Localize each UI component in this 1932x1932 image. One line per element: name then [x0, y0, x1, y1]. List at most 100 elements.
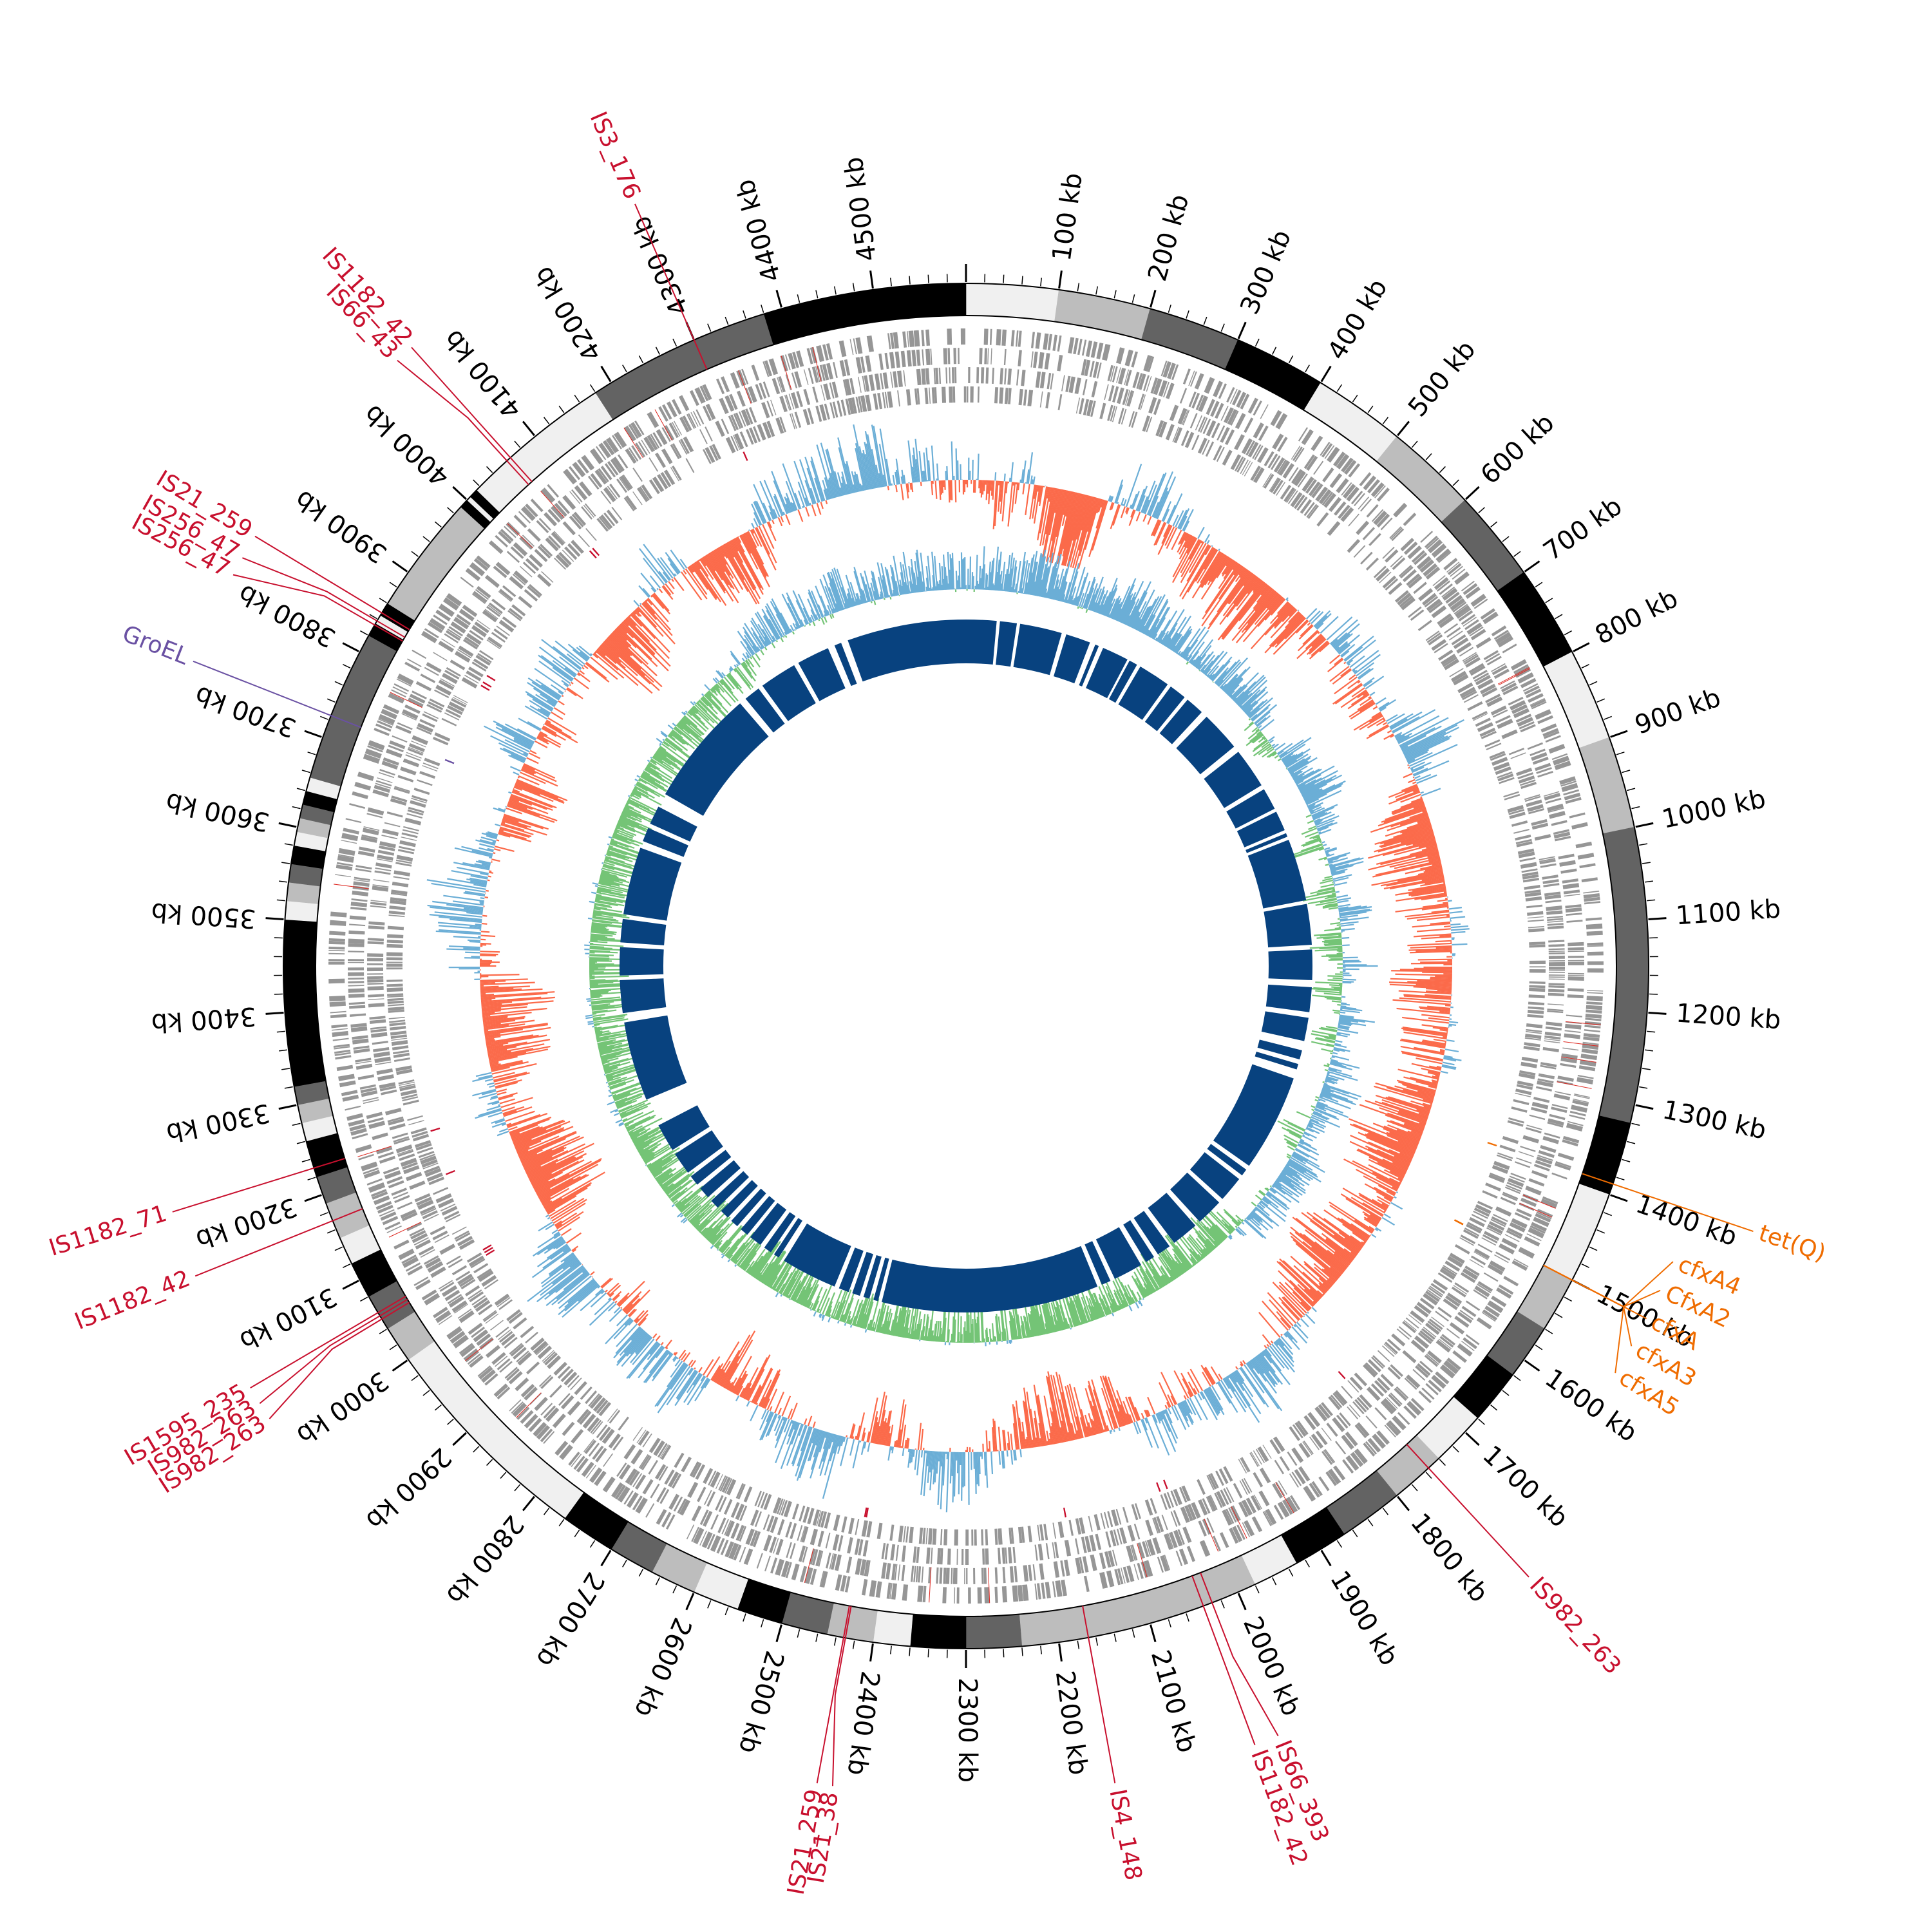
gene-feature: [1291, 469, 1303, 484]
gene-feature: [1566, 920, 1583, 923]
gene-feature: [1419, 1330, 1434, 1343]
gene-feature: [354, 876, 370, 881]
minor-tick: [343, 1263, 351, 1268]
gene-feature: [1091, 381, 1098, 398]
ideogram-band-63: [763, 283, 967, 345]
gc-content-bar: [958, 1452, 960, 1495]
minor-tick: [672, 1585, 677, 1594]
gene-feature: [1521, 868, 1538, 873]
gene-feature: [377, 1151, 394, 1159]
gene-feature: [530, 498, 544, 513]
gene-feature: [1332, 1417, 1345, 1432]
gene-feature: [519, 565, 533, 578]
gene-feature: [855, 1558, 862, 1575]
gene-feature: [1551, 820, 1567, 826]
gene-feature: [800, 1526, 806, 1542]
minor-tick: [1513, 1375, 1521, 1381]
gene-feature: [733, 413, 742, 430]
gc-content-bar: [1440, 1070, 1448, 1074]
gene-feature: [1525, 1186, 1542, 1196]
gene-feature: [1112, 406, 1117, 422]
gene-feature: [1124, 349, 1133, 366]
gene-feature: [476, 1333, 491, 1346]
minor-tick: [707, 323, 712, 332]
gene-feature: [1509, 1175, 1525, 1183]
gene-feature: [641, 439, 650, 454]
gc-content-bar: [1343, 661, 1347, 665]
gene-feature: [992, 367, 995, 384]
gene-feature: [1586, 1009, 1602, 1014]
gene-feature: [1298, 1466, 1311, 1482]
gene-feature: [346, 1113, 363, 1121]
gene-feature: [1137, 1562, 1144, 1579]
gene-feature: [1503, 791, 1519, 798]
minor-tick: [1271, 1577, 1277, 1586]
gc-content-bar: [480, 942, 491, 945]
gene-feature: [1435, 1371, 1450, 1385]
gene-feature: [427, 621, 443, 634]
gene-feature: [438, 603, 455, 617]
gene-feature: [1423, 563, 1438, 577]
gene-feature: [1217, 425, 1226, 441]
gene-feature: [1012, 1585, 1019, 1602]
gene-feature: [842, 379, 848, 396]
gene-feature: [1490, 705, 1507, 715]
gene-feature: [1132, 372, 1140, 388]
gene-feature: [563, 468, 578, 485]
gene-feature: [1531, 822, 1549, 830]
gene-feature: [915, 1566, 919, 1583]
gene-feature: [1418, 1390, 1432, 1403]
gene-feature: [889, 352, 895, 369]
gene-feature: [567, 1401, 581, 1416]
gene-feature: [396, 678, 412, 687]
gc-content-bar: [1343, 636, 1374, 661]
gene-feature: [1530, 697, 1545, 706]
gene-feature: [468, 1322, 483, 1335]
gc-content-bar: [1369, 691, 1376, 696]
gene-feature: [1273, 1504, 1284, 1520]
gene-feature: [1527, 742, 1543, 750]
gene-feature: [366, 1178, 383, 1186]
gene-feature: [459, 1343, 473, 1355]
gene-feature: [370, 900, 387, 903]
major-tick: [304, 1194, 322, 1202]
gene-feature: [1090, 1554, 1097, 1571]
gene-feature: [1495, 766, 1511, 775]
gc-content-bar: [1123, 499, 1127, 507]
gene-feature: [1567, 956, 1584, 958]
gene-feature: [399, 840, 416, 848]
gene-feature: [1546, 905, 1562, 911]
gene-feature: [562, 521, 576, 536]
gene-feature: [1213, 1535, 1221, 1551]
tick-label-3400kb: 3400 kb: [150, 1001, 257, 1037]
gene-feature: [1165, 424, 1175, 440]
gc-content-bar: [480, 999, 492, 1001]
ideogram-band-26: [781, 1592, 834, 1635]
gene-feature: [796, 391, 804, 408]
gene-feature: [858, 1539, 864, 1556]
gc-content-bar: [484, 1029, 489, 1032]
gc-content-bar: [1286, 599, 1289, 601]
ideogram-band-44: [285, 900, 319, 922]
gene-feature: [620, 475, 632, 491]
gene-feature: [881, 1562, 887, 1579]
major-tick: [1397, 1495, 1410, 1511]
gene-feature: [471, 1326, 486, 1338]
gene-feature: [424, 628, 439, 639]
gene-feature: [956, 1548, 958, 1565]
gene-feature: [1285, 1497, 1298, 1513]
gene-feature: [1497, 718, 1513, 729]
gene-feature: [1518, 851, 1535, 858]
gc-content-bar: [495, 726, 533, 747]
gene-feature: [355, 1144, 372, 1153]
gene-feature: [1486, 1227, 1502, 1236]
gene-feature: [1439, 1336, 1454, 1348]
gene-feature: [377, 854, 393, 861]
gene-feature: [412, 735, 428, 745]
gene-feature: [393, 787, 410, 794]
minor-tick: [1535, 582, 1543, 588]
gene-feature: [667, 401, 677, 418]
gene-feature: [484, 1373, 498, 1386]
minor-tick: [1604, 1212, 1612, 1217]
gene-feature: [1544, 1038, 1560, 1041]
